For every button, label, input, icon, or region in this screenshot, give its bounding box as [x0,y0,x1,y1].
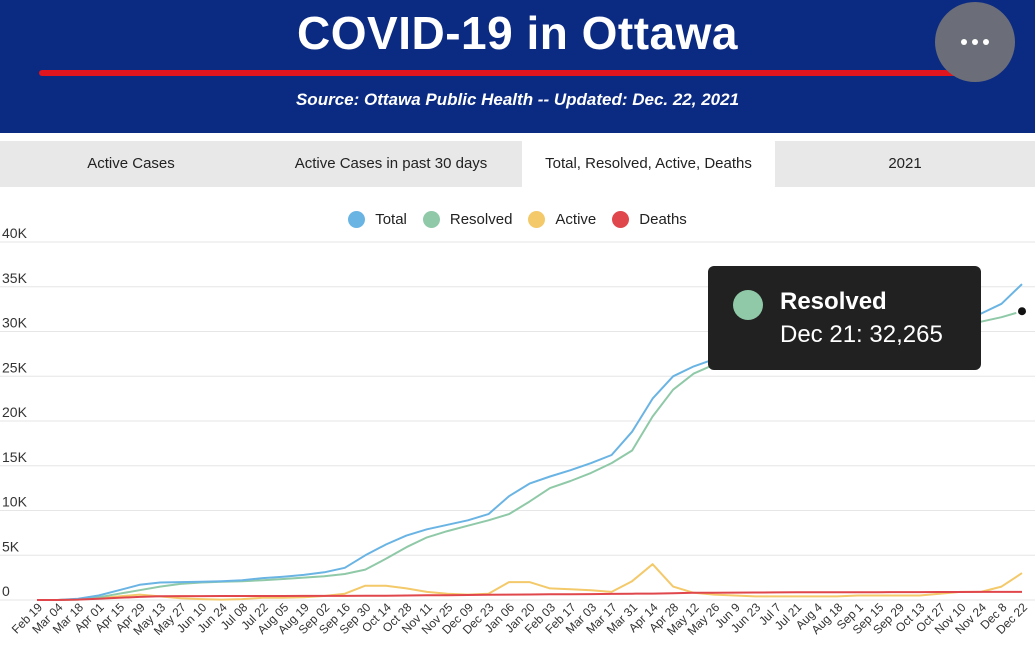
tab-active-cases[interactable]: Active Cases [87,155,175,172]
legend-dot-total [348,210,366,228]
hover-point-marker[interactable] [1016,305,1028,318]
tooltip-series-dot [733,290,763,320]
y-tick-label: 35K [2,270,28,286]
tab-total-resolved-active-deaths[interactable]: Total, Resolved, Active, Deaths [522,141,775,187]
y-tick-label: 0 [2,583,10,599]
legend-dot-deaths [612,210,630,228]
more-horizontal-icon [972,39,978,45]
legend-label-total: Total [375,210,407,228]
title-underline [39,70,979,76]
y-tick-label: 25K [2,359,28,375]
more-horizontal-icon [983,39,989,45]
tab-bar [0,141,1035,187]
header-banner: COVID-19 in Ottawa Source: Ottawa Public… [0,0,1035,133]
y-tick-label: 15K [2,449,28,465]
more-horizontal-icon [961,39,967,45]
tooltip-value: Dec 21: 32,265 [780,321,943,348]
legend-dot-active [528,210,546,228]
series-line-deaths[interactable] [37,590,1022,601]
y-tick-label: 10K [2,494,28,510]
legend-label-resolved: Resolved [449,210,513,228]
chart-legend: Total Resolved Active Deaths [0,207,1035,231]
tooltip-series-name: Resolved [780,288,887,315]
series-line-active[interactable] [37,563,1023,601]
tab-2021[interactable]: 2021 [888,155,922,172]
y-tick-label: 5K [2,538,20,554]
page-title: COVID-19 in Ottawa [297,7,738,59]
legend-label-deaths: Deaths [639,210,687,228]
legend-item-active[interactable]: Active [528,210,597,228]
more-options-button[interactable] [935,2,1015,82]
y-tick-label: 40K [2,225,28,241]
chart-tooltip: Resolved Dec 21: 32,265 [708,266,981,370]
legend-item-deaths[interactable]: Deaths [612,210,687,228]
legend-item-total[interactable]: Total [348,210,407,228]
y-tick-label: 30K [2,315,28,331]
legend-dot-resolved [422,210,440,228]
y-tick-label: 20K [2,404,28,420]
source-line: Source: Ottawa Public Health -- Updated:… [295,90,740,109]
legend-item-resolved[interactable]: Resolved [422,210,513,228]
legend-label-active: Active [555,210,597,228]
tab-active-cases-30-days[interactable]: Active Cases in past 30 days [294,155,488,172]
